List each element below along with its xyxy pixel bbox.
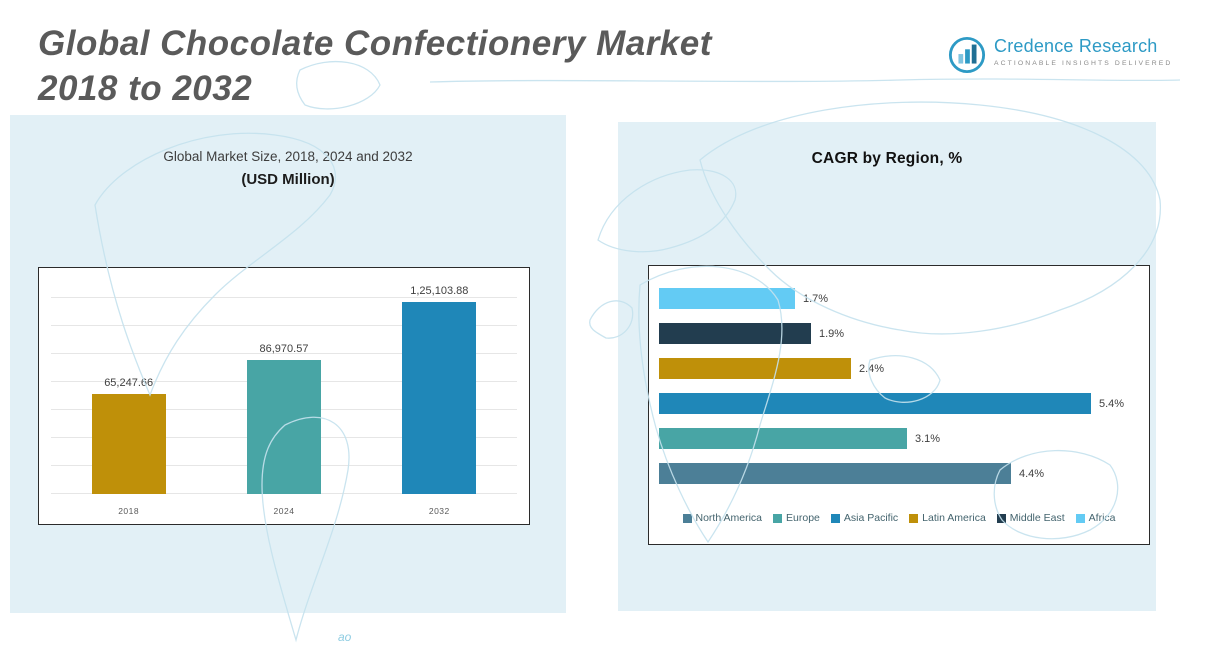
legend-label-north-america: North America [695, 512, 763, 524]
bar-group-2018: 65,247.66 [91, 282, 166, 494]
bar-value-label-2018: 65,247.66 [104, 377, 154, 389]
cagr-bars: 1.7% 1.9% 2.4% 5.4% 3.1% 4.4% [659, 288, 1139, 498]
legend-label-asia-pacific: Asia Pacific [843, 512, 899, 524]
cagr-bar-asia-pacific [659, 393, 1091, 414]
legend-item-africa: Africa [1075, 512, 1116, 524]
cagr-bar-europe [659, 428, 907, 449]
bar-category-label-2032: 2032 [428, 506, 450, 516]
bar-2032 [402, 302, 477, 494]
market-size-chart: 65,247.66 86,970.57 1,25,103.88 2018 2024 20… [38, 267, 530, 525]
market-size-panel: Global Market Size, 2018, 2024 and 2032 … [10, 115, 566, 613]
market-size-unit-label: (USD Million) [241, 171, 335, 188]
cagr-row-africa: 1.7% [659, 288, 1139, 309]
cagr-bar-africa [659, 288, 795, 309]
bar-category-label-2018: 2018 [118, 506, 140, 516]
market-size-subtitle: Global Market Size, 2018, 2024 and 2032 [163, 149, 413, 164]
legend-label-middle-east: Middle East [1009, 512, 1065, 524]
logo-tagline: Actionable Insights Delivered [994, 60, 1173, 67]
cagr-chart: 1.7% 1.9% 2.4% 5.4% 3.1% 4.4% North America Eu… [648, 265, 1150, 545]
cagr-bar-latin-america [659, 358, 851, 379]
bar-group-2032: 1,25,103.88 [402, 282, 477, 494]
map-artifact-text: ao [338, 630, 352, 644]
page-title: Global Chocolate Confectionery Market 20… [38, 22, 712, 112]
bar-group-2024: 86,970.57 [246, 282, 321, 494]
legend-swatch-africa [1075, 513, 1085, 523]
bar-2018 [91, 394, 166, 494]
legend-item-europe: Europe [773, 512, 820, 524]
legend-label-africa: Africa [1088, 512, 1116, 524]
cagr-value-label-europe: 3.1% [915, 432, 941, 445]
logo-icon [948, 36, 986, 74]
legend-item-north-america: North America [682, 512, 763, 524]
cagr-value-label-north-america: 4.4% [1019, 467, 1045, 480]
bar-value-label-2032: 1,25,103.88 [410, 285, 469, 297]
page-title-line1: Global Chocolate Confectionery Market [38, 24, 712, 63]
cagr-row-middle-east: 1.9% [659, 323, 1139, 344]
legend-swatch-asia-pacific [830, 513, 840, 523]
market-size-category-axis: 2018 2024 2032 [51, 506, 517, 516]
cagr-bar-middle-east [659, 323, 811, 344]
cagr-value-label-africa: 1.7% [803, 292, 829, 305]
logo-brand: Credence Research [994, 36, 1158, 56]
legend-item-asia-pacific: Asia Pacific [830, 512, 899, 524]
bar-2024 [246, 360, 321, 494]
logo-text: Credence Research Actionable Insights De… [994, 36, 1172, 67]
legend-item-latin-america: Latin America [909, 512, 986, 524]
legend-swatch-latin-america [909, 513, 919, 523]
legend-swatch-middle-east [996, 513, 1006, 523]
market-size-plot-area: 65,247.66 86,970.57 1,25,103.88 [51, 282, 517, 494]
page-title-line2: 2018 to 2032 [38, 68, 253, 108]
cagr-legend: North America Europe Asia Pacific Latin Ame… [649, 512, 1149, 524]
cagr-value-label-asia-pacific: 5.4% [1099, 397, 1125, 410]
legend-label-latin-america: Latin America [922, 512, 986, 524]
legend-swatch-north-america [682, 513, 692, 523]
legend-item-middle-east: Middle East [996, 512, 1065, 524]
cagr-row-latin-america: 2.4% [659, 358, 1139, 379]
legend-swatch-europe [773, 513, 783, 523]
cagr-row-europe: 3.1% [659, 428, 1139, 449]
cagr-bar-north-america [659, 463, 1011, 484]
cagr-value-label-middle-east: 1.9% [819, 327, 845, 340]
cagr-value-label-latin-america: 2.4% [859, 362, 885, 375]
market-size-bars: 65,247.66 86,970.57 1,25,103.88 [51, 282, 517, 494]
bar-value-label-2024: 86,970.57 [259, 343, 309, 355]
bar-category-label-2024: 2024 [273, 506, 295, 516]
cagr-row-asia-pacific: 5.4% [659, 393, 1139, 414]
logo: Credence Research Actionable Insights De… [948, 36, 1172, 74]
cagr-chart-title: CAGR by Region, % [811, 150, 963, 167]
cagr-row-north-america: 4.4% [659, 463, 1139, 484]
legend-label-europe: Europe [786, 512, 820, 524]
cagr-panel: CAGR by Region, % 1.7% 1.9% 2.4% 5.4% 3.1% 4.… [618, 122, 1156, 611]
